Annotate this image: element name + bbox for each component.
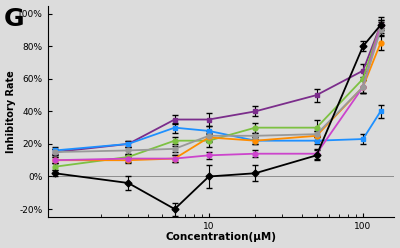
X-axis label: Concentration(μM): Concentration(μM) bbox=[166, 232, 276, 243]
Text: G: G bbox=[4, 7, 25, 31]
Y-axis label: Inhibitory Rate: Inhibitory Rate bbox=[6, 70, 16, 153]
